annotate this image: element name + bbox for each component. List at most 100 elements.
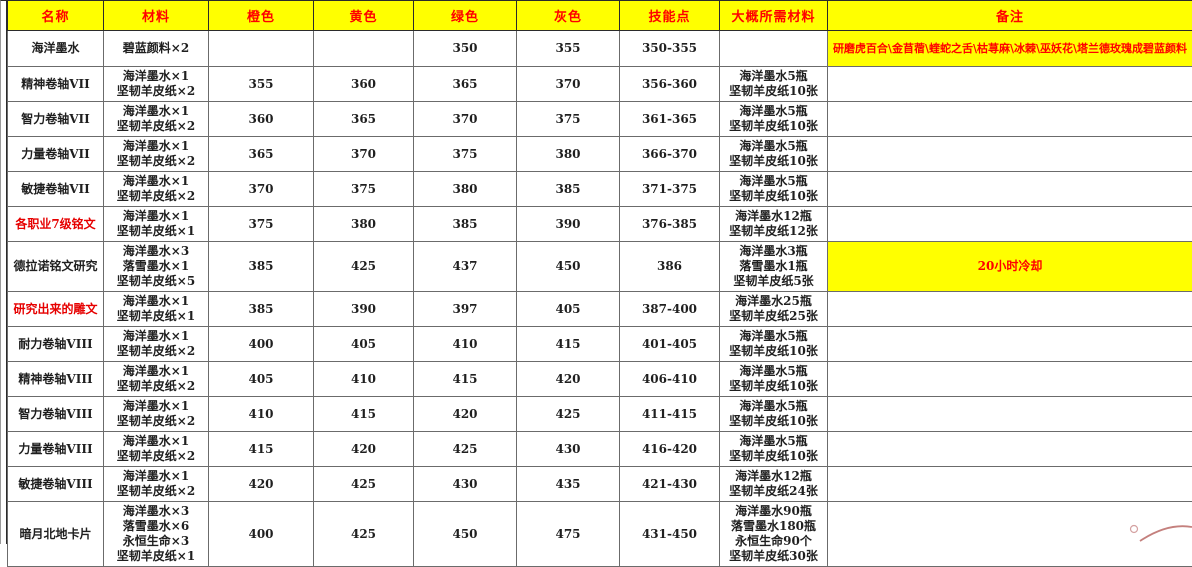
cell-note bbox=[828, 102, 1192, 137]
cell-line: 海洋墨水×1 bbox=[106, 174, 206, 189]
cell-gray: 375 bbox=[517, 102, 620, 137]
cell-line: 坚韧羊皮纸30张 bbox=[722, 549, 825, 564]
cell-line: 坚韧羊皮纸×2 bbox=[106, 414, 206, 429]
cell-approx: 海洋墨水25瓶坚韧羊皮纸25张 bbox=[720, 292, 828, 327]
cell-gray: 390 bbox=[517, 207, 620, 242]
cell-line: 海洋墨水5瓶 bbox=[722, 364, 825, 379]
cell-line: 海洋墨水12瓶 bbox=[722, 469, 825, 484]
cell-approx: 海洋墨水5瓶坚韧羊皮纸10张 bbox=[720, 432, 828, 467]
cell-gray: 380 bbox=[517, 137, 620, 172]
cell-line: 坚韧羊皮纸10张 bbox=[722, 379, 825, 394]
cell-yellow: 405 bbox=[314, 327, 414, 362]
cell-yellow: 425 bbox=[314, 242, 414, 292]
col-header-yellow: 黄色 bbox=[314, 1, 414, 31]
cell-skill: 406-410 bbox=[620, 362, 720, 397]
cell-line: 落雪墨水×1 bbox=[106, 259, 206, 274]
cell-name: 精神卷轴VII bbox=[8, 67, 104, 102]
cell-line: 坚韧羊皮纸×2 bbox=[106, 449, 206, 464]
cell-line: 海洋墨水×3 bbox=[106, 504, 206, 519]
cell-name: 敏捷卷轴VIII bbox=[8, 467, 104, 502]
cell-line: 坚韧羊皮纸24张 bbox=[722, 484, 825, 499]
cell-yellow: 380 bbox=[314, 207, 414, 242]
cell-note bbox=[828, 362, 1192, 397]
cell-name: 智力卷轴VIII bbox=[8, 397, 104, 432]
cell-approx: 海洋墨水5瓶坚韧羊皮纸10张 bbox=[720, 327, 828, 362]
cell-skill: 401-405 bbox=[620, 327, 720, 362]
cell-line: 坚韧羊皮纸10张 bbox=[722, 414, 825, 429]
cell-name: 各职业7级铭文 bbox=[8, 207, 104, 242]
cell-approx bbox=[720, 31, 828, 67]
cell-gray: 435 bbox=[517, 467, 620, 502]
cell-yellow bbox=[314, 31, 414, 67]
col-header-approx: 大概所需材料 bbox=[720, 1, 828, 31]
cell-line: 坚韧羊皮纸×1 bbox=[106, 549, 206, 564]
cell-line: 海洋墨水×1 bbox=[106, 104, 206, 119]
cell-yellow: 360 bbox=[314, 67, 414, 102]
cell-line: 坚韧羊皮纸10张 bbox=[722, 189, 825, 204]
cell-gray: 355 bbox=[517, 31, 620, 67]
cell-green: 350 bbox=[414, 31, 517, 67]
cell-skill: 431-450 bbox=[620, 502, 720, 567]
cell-gray: 415 bbox=[517, 327, 620, 362]
cell-green: 450 bbox=[414, 502, 517, 567]
cell-gray: 370 bbox=[517, 67, 620, 102]
cell-note bbox=[828, 467, 1192, 502]
cell-gray: 425 bbox=[517, 397, 620, 432]
cell-orange: 410 bbox=[209, 397, 314, 432]
cell-gray: 450 bbox=[517, 242, 620, 292]
cell-orange: 420 bbox=[209, 467, 314, 502]
cell-approx: 海洋墨水12瓶坚韧羊皮纸12张 bbox=[720, 207, 828, 242]
col-header-skill: 技能点 bbox=[620, 1, 720, 31]
cell-note bbox=[828, 137, 1192, 172]
cell-skill: 376-385 bbox=[620, 207, 720, 242]
cell-gray: 475 bbox=[517, 502, 620, 567]
col-header-name: 名称 bbox=[8, 1, 104, 31]
cell-yellow: 420 bbox=[314, 432, 414, 467]
cell-name: 研究出来的雕文 bbox=[8, 292, 104, 327]
col-header-green: 绿色 bbox=[414, 1, 517, 31]
col-header-orange: 橙色 bbox=[209, 1, 314, 31]
cell-note: 20小时冷却 bbox=[828, 242, 1192, 292]
cell-line: 坚韧羊皮纸×2 bbox=[106, 84, 206, 99]
cell-line: 海洋墨水90瓶 bbox=[722, 504, 825, 519]
cell-orange: 405 bbox=[209, 362, 314, 397]
cell-line: 坚韧羊皮纸×2 bbox=[106, 379, 206, 394]
cell-skill: 366-370 bbox=[620, 137, 720, 172]
cell-name: 精神卷轴VIII bbox=[8, 362, 104, 397]
cell-note bbox=[828, 502, 1192, 567]
cell-approx: 海洋墨水5瓶坚韧羊皮纸10张 bbox=[720, 362, 828, 397]
cell-orange: 385 bbox=[209, 242, 314, 292]
cell-approx: 海洋墨水5瓶坚韧羊皮纸10张 bbox=[720, 102, 828, 137]
cell-green: 410 bbox=[414, 327, 517, 362]
cell-approx: 海洋墨水5瓶坚韧羊皮纸10张 bbox=[720, 137, 828, 172]
cell-yellow: 425 bbox=[314, 467, 414, 502]
cell-name: 敏捷卷轴VII bbox=[8, 172, 104, 207]
cell-note bbox=[828, 172, 1192, 207]
cell-green: 425 bbox=[414, 432, 517, 467]
cell-skill: 421-430 bbox=[620, 467, 720, 502]
cell-name: 海洋墨水 bbox=[8, 31, 104, 67]
cell-green: 415 bbox=[414, 362, 517, 397]
cell-yellow: 425 bbox=[314, 502, 414, 567]
cell-line: 海洋墨水5瓶 bbox=[722, 434, 825, 449]
cell-line: 坚韧羊皮纸×2 bbox=[106, 154, 206, 169]
cell-gray: 430 bbox=[517, 432, 620, 467]
cell-line: 落雪墨水1瓶 bbox=[722, 259, 825, 274]
cell-line: 坚韧羊皮纸×2 bbox=[106, 344, 206, 359]
header-row: 名称材料橙色黄色绿色灰色技能点大概所需材料备注 bbox=[8, 1, 1192, 31]
cell-gray: 405 bbox=[517, 292, 620, 327]
cell-line: 海洋墨水5瓶 bbox=[722, 174, 825, 189]
cell-line: 海洋墨水25瓶 bbox=[722, 294, 825, 309]
cell-line: 坚韧羊皮纸10张 bbox=[722, 84, 825, 99]
cell-yellow: 375 bbox=[314, 172, 414, 207]
